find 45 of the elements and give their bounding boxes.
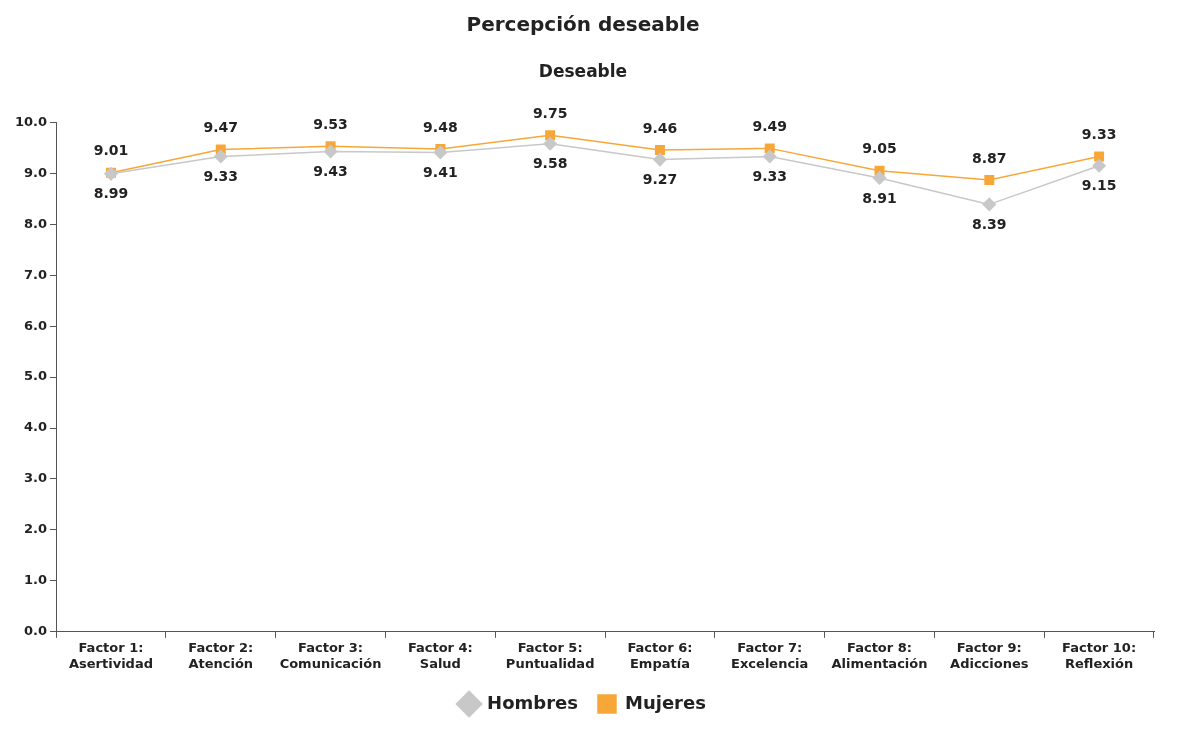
data-label: 9.05 xyxy=(862,140,897,157)
data-label: 9.53 xyxy=(313,115,348,132)
chart-title: Percepción deseable xyxy=(466,12,700,37)
legend-label: Mujeres xyxy=(624,691,706,713)
data-label: 9.33 xyxy=(1081,126,1117,143)
data-label: 9.49 xyxy=(752,118,787,135)
data-label: 9.43 xyxy=(313,163,348,180)
y-tick-label: 4.0 xyxy=(24,419,48,435)
data-label: 8.91 xyxy=(862,189,897,206)
x-tick-label: Factor 9: Adicciones xyxy=(950,639,1029,671)
x-tick-label: Factor 2: Atención xyxy=(188,639,254,671)
data-label: 9.33 xyxy=(752,168,787,185)
data-label: 9.01 xyxy=(93,142,129,159)
data-label: 9.46 xyxy=(642,119,678,136)
y-tick-label: 0.0 xyxy=(24,623,48,639)
data-label: 9.48 xyxy=(423,118,458,135)
x-tick-label: Factor 3: Comunicación xyxy=(279,639,382,671)
chart-subtitle: Deseable xyxy=(538,60,628,81)
x-tick-label: Factor 8: Alimentación xyxy=(831,639,928,671)
data-label: 9.27 xyxy=(642,171,678,188)
y-tick-label: 10.0 xyxy=(15,113,48,129)
data-label: 9.58 xyxy=(532,155,568,172)
data-label: 9.47 xyxy=(203,119,239,136)
y-tick-label: 3.0 xyxy=(24,470,48,486)
y-tick-label: 2.0 xyxy=(24,521,48,537)
x-tick-label: Factor 6: Empatía xyxy=(627,639,693,671)
y-tick-label: 6.0 xyxy=(24,317,48,333)
data-label: 9.75 xyxy=(532,104,568,121)
y-tick-label: 5.0 xyxy=(24,368,48,384)
data-label: 8.39 xyxy=(972,216,1007,233)
data-label: 8.99 xyxy=(93,185,129,202)
data-label: 9.15 xyxy=(1081,177,1117,194)
x-tick-label: Factor 5: Puntualidad xyxy=(505,639,595,671)
data-label: 8.87 xyxy=(972,149,1007,166)
y-tick-label: 9.0 xyxy=(24,164,48,180)
data-label: 9.33 xyxy=(203,168,239,185)
y-tick-label: 8.0 xyxy=(24,215,48,231)
x-tick-label: Factor 7: Excelencia xyxy=(731,639,809,671)
x-tick-label: Factor 10: Reflexión xyxy=(1062,639,1137,671)
x-tick-label: Factor 4: Salud xyxy=(407,639,473,671)
legend-label: Hombres xyxy=(487,691,578,713)
x-tick-label: Factor 1: Asertividad xyxy=(68,639,153,671)
y-tick-label: 7.0 xyxy=(24,266,48,282)
y-tick-label: 1.0 xyxy=(24,572,48,588)
data-label: 9.41 xyxy=(423,164,458,181)
